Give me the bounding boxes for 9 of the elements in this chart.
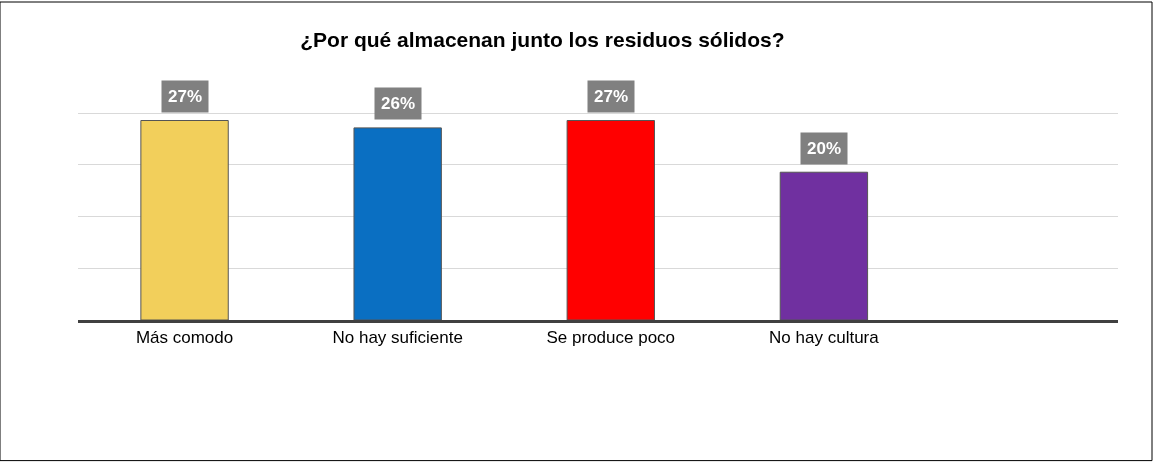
x-tick-label: Más comodo [135, 328, 234, 348]
chart-title: ¿Por qué almacenan junto los residuos sólidos? [300, 28, 785, 52]
x-tick-label: No hay suficiente [332, 328, 463, 348]
data-label: 27% [594, 87, 629, 106]
data-label: 26% [381, 94, 416, 113]
x-tick-label: Se produce poco [546, 328, 676, 348]
x-tick-label: No hay cultura [769, 328, 880, 348]
data-label: 20% [807, 139, 842, 158]
data-label: 27% [168, 87, 203, 106]
